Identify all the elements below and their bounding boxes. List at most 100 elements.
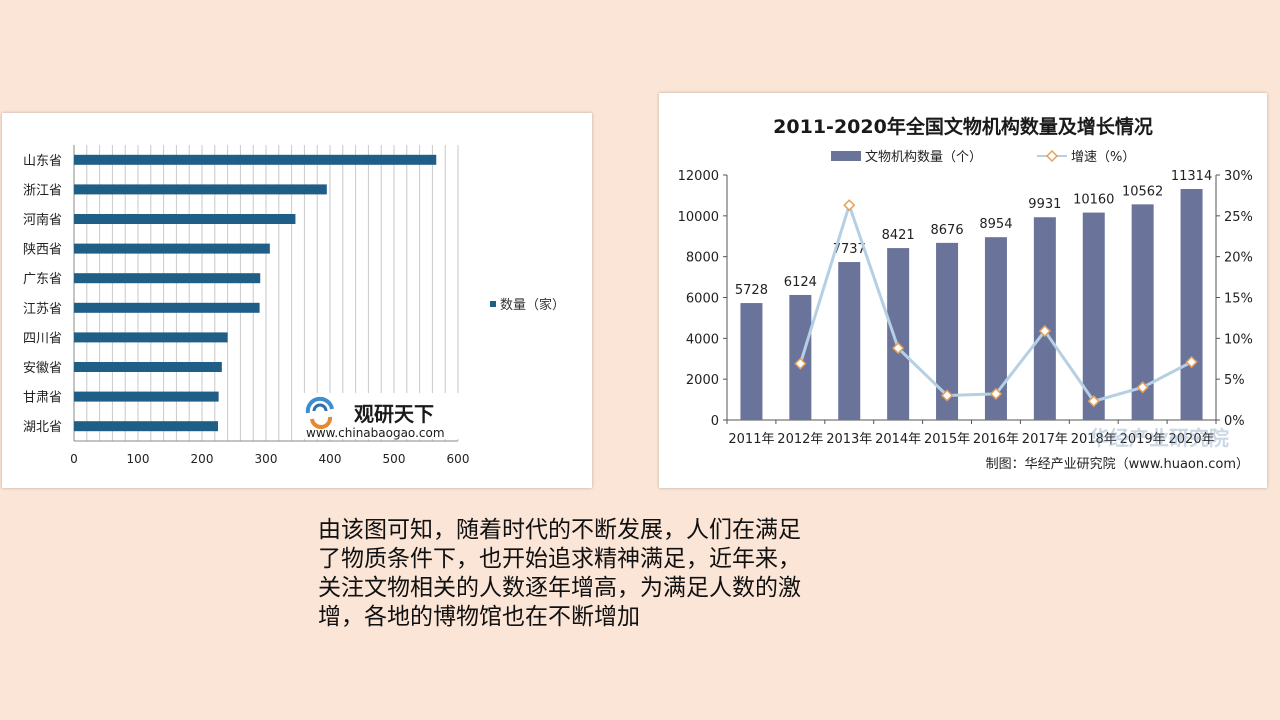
x-tick-label: 200 <box>191 452 214 466</box>
right-tick-label: 20% <box>1224 251 1253 266</box>
x-tick-label: 2019年 <box>1120 432 1166 447</box>
bar-value-label: 9931 <box>1028 197 1061 212</box>
category-label: 河南省 <box>23 212 62 228</box>
bar <box>1033 217 1056 420</box>
watermark: 华经产业研究院 <box>1089 426 1229 450</box>
category-label: 陕西省 <box>23 243 62 258</box>
bar <box>984 237 1007 420</box>
right-tick-label: 25% <box>1224 210 1253 225</box>
bar <box>74 332 228 343</box>
category-label: 安徽省 <box>23 361 62 376</box>
legend-label-bar: 文物机构数量（个） <box>865 150 982 165</box>
logo-name: 观研天下 <box>354 402 434 426</box>
bar-value-label: 7737 <box>833 242 866 257</box>
bar-value-label: 11314 <box>1171 169 1212 184</box>
left-tick-label: 12000 <box>678 169 719 184</box>
category-label: 甘肃省 <box>23 391 62 406</box>
x-tick-label: 2018年 <box>1071 432 1117 447</box>
growth-marker <box>940 389 954 402</box>
category-label: 浙江省 <box>23 183 62 198</box>
x-tick-label: 300 <box>255 452 278 466</box>
chart-title: 2011-2020年全国文物机构数量及增长情况 <box>773 115 1153 138</box>
legend-swatch-marker <box>1045 149 1059 163</box>
bar <box>74 391 219 402</box>
logo-arc <box>305 396 334 414</box>
x-tick-label: 2020年 <box>1169 432 1215 447</box>
right-tick-label: 0% <box>1224 414 1245 429</box>
x-tick-label: 2016年 <box>973 432 1019 447</box>
legend-label: 数量（家） <box>500 297 565 313</box>
bar <box>887 248 910 420</box>
left-tick-label: 4000 <box>686 332 719 347</box>
logo-arc <box>312 403 328 412</box>
x-tick-label: 2015年 <box>924 432 970 447</box>
left-tick-label: 6000 <box>686 292 719 307</box>
bar <box>74 154 437 165</box>
right-tick-label: 15% <box>1224 292 1253 307</box>
bar <box>1180 189 1203 420</box>
bar <box>789 294 812 420</box>
growth-marker <box>1136 381 1149 394</box>
bar-value-label: 8421 <box>882 228 915 243</box>
bar-value-label: 8676 <box>931 223 964 238</box>
category-label: 湖北省 <box>23 420 62 435</box>
category-label: 江苏省 <box>23 301 62 317</box>
province-bar-chart-panel: 0 100 200 300 400 500 600 山东省浙江省河南省陕西省广东省江苏省四川省… <box>2 113 592 488</box>
x-tick-label: 2014年 <box>875 432 921 447</box>
growth-marker <box>1087 395 1100 408</box>
bar <box>740 303 763 420</box>
logo-arc <box>310 416 333 429</box>
bar <box>936 242 959 420</box>
bar <box>74 362 222 372</box>
bar-value-label: 8954 <box>979 217 1012 232</box>
bar <box>74 421 218 432</box>
bar <box>74 243 270 254</box>
category-label: 四川省 <box>23 331 62 346</box>
left-tick-label: 0 <box>711 414 719 429</box>
logo-url: www.chinabaogao.com <box>306 426 445 440</box>
left-tick-label: 2000 <box>686 373 719 388</box>
growth-marker <box>989 387 1003 400</box>
bar <box>1131 204 1154 420</box>
bar-value-label: 5728 <box>735 283 768 298</box>
x-tick-label: 0 <box>70 452 78 466</box>
right-tick-label: 10% <box>1224 332 1253 347</box>
bar <box>74 214 296 224</box>
bar <box>74 302 260 313</box>
bar-value-label: 6124 <box>784 275 817 290</box>
growth-marker <box>794 357 807 370</box>
x-tick-label: 600 <box>447 452 470 466</box>
growth-marker <box>892 342 905 355</box>
logo-icon <box>305 396 334 429</box>
bar-value-label: 10160 <box>1073 193 1114 208</box>
growth-marker <box>843 199 856 212</box>
legend-label-line: 增速（%） <box>1071 150 1135 165</box>
right-tick-label: 5% <box>1224 373 1245 388</box>
x-tick-label: 400 <box>319 452 342 466</box>
x-tick-label: 2012年 <box>777 432 823 447</box>
category-label: 山东省 <box>23 154 62 169</box>
x-tick-label: 500 <box>383 452 406 466</box>
bar <box>838 262 861 420</box>
bar-value-label: 10562 <box>1122 184 1163 199</box>
left-tick-label: 8000 <box>686 251 719 266</box>
category-label: 广东省 <box>23 272 62 287</box>
legend-swatch-bar <box>831 151 861 161</box>
x-tick-label: 2011年 <box>728 432 774 447</box>
legend-swatch <box>490 301 496 307</box>
museum-count-chart-panel: 2011-2020年全国文物机构数量及增长情况文物机构数量（个） 增速（%） 0 20… <box>659 93 1267 488</box>
left-tick-label: 10000 <box>678 210 719 225</box>
growth-marker <box>1038 324 1051 338</box>
x-tick-label: 100 <box>127 452 150 466</box>
caption-text: 由该图可知，随着时代的不断发展，人们在满足 了物质条件下，也开始追求精神满足，近… <box>318 517 801 630</box>
right-tick-label: 30% <box>1224 169 1253 184</box>
source-note: 制图：华经产业研究院（www.huaon.com） <box>986 457 1249 472</box>
x-tick-label: 2017年 <box>1022 432 1068 447</box>
province-bar-chart: 0 100 200 300 400 500 600 山东省浙江省河南省陕西省广东省江苏省四川省… <box>23 145 565 466</box>
bar <box>74 184 327 195</box>
bar <box>74 273 261 284</box>
growth-marker <box>1185 355 1198 369</box>
x-tick-label: 2013年 <box>826 432 872 447</box>
bar <box>1082 212 1105 420</box>
